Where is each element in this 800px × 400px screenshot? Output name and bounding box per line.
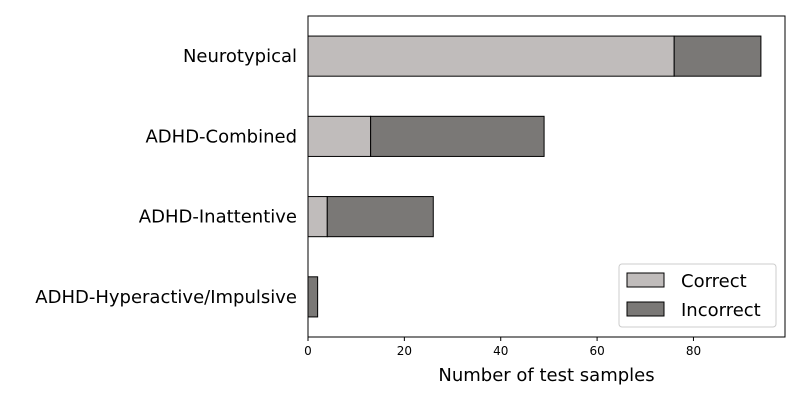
- x-tick-label: 0: [304, 344, 312, 358]
- legend-label-incorrect: Incorrect: [681, 300, 761, 321]
- category-label: ADHD-Combined: [145, 126, 297, 147]
- bar-correct-2: [307, 196, 328, 238]
- bar-incorrect-2: [326, 196, 434, 238]
- x-tick-label: 40: [493, 344, 508, 358]
- category-labels: Neurotypical ADHD-Combined ADHD-Inattentiv…: [35, 46, 297, 308]
- bar-correct-1: [307, 115, 372, 157]
- x-tick-label: 20: [397, 344, 412, 358]
- bar-incorrect-0: [673, 35, 762, 77]
- category-label: ADHD-Inattentive: [139, 207, 297, 228]
- x-tick-label: 60: [589, 344, 604, 358]
- category-label: ADHD-Hyperactive/Impulsive: [35, 287, 297, 308]
- category-label: Neurotypical: [183, 46, 297, 67]
- bars-group: [307, 35, 762, 318]
- x-axis-label: Number of test samples: [438, 365, 654, 386]
- legend-label-correct: Correct: [681, 271, 747, 292]
- x-tick-label: 80: [686, 344, 701, 358]
- plot-frame: [307, 15, 786, 338]
- legend: Correct Incorrect: [618, 263, 777, 328]
- legend-swatch-incorrect: [626, 301, 665, 317]
- legend-swatch-correct: [626, 272, 665, 288]
- x-axis-ticks: 0 20 40 60 80: [304, 337, 701, 358]
- bar-incorrect-1: [370, 115, 545, 157]
- bar-incorrect-3: [307, 276, 319, 318]
- bar-correct-0: [307, 35, 675, 77]
